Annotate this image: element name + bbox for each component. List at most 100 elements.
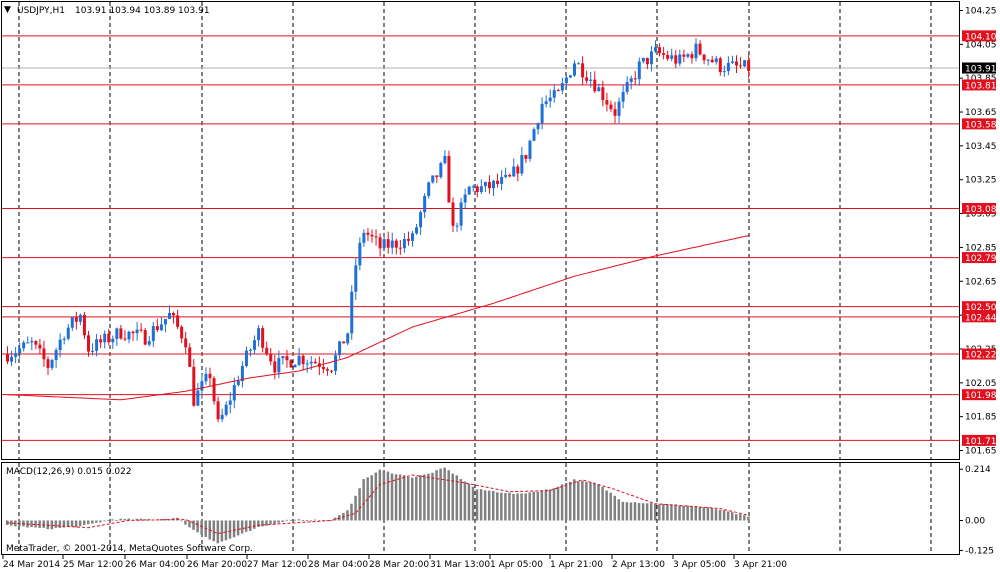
candle	[581, 56, 585, 85]
macd-bar	[87, 520, 90, 525]
macd-bar	[451, 473, 454, 521]
price-tick-label: 103.25	[965, 176, 997, 186]
macd-bar	[370, 475, 373, 521]
candle	[54, 347, 58, 368]
candle	[297, 347, 301, 367]
candle	[645, 57, 649, 70]
candle	[670, 48, 674, 62]
candle	[151, 321, 155, 347]
candle	[649, 46, 653, 72]
level-tag	[962, 434, 996, 446]
macd-bar	[710, 507, 714, 521]
candle	[605, 92, 609, 112]
macd-bar	[589, 482, 592, 521]
macd-bar	[520, 493, 523, 521]
candle	[249, 348, 252, 357]
macd-bar	[423, 474, 426, 521]
candle	[694, 38, 698, 62]
candle	[516, 164, 520, 182]
candle	[346, 332, 350, 346]
macd-bar	[305, 520, 309, 521]
level-tag	[962, 389, 996, 401]
level-tag-label: 101.98	[965, 391, 997, 401]
price-tick-label: 101.85	[965, 413, 997, 423]
candle	[730, 55, 734, 64]
macd-bar	[362, 479, 365, 521]
candle	[301, 354, 305, 370]
macd-bar	[447, 470, 450, 521]
candle	[200, 373, 204, 399]
level-tag-label: 103.08	[965, 205, 997, 215]
candle	[10, 350, 14, 367]
macd-bar	[633, 502, 637, 521]
price-tick-label: 101.65	[965, 447, 997, 457]
candle	[325, 367, 329, 376]
level-tag	[962, 118, 996, 130]
macd-bar	[10, 520, 13, 526]
candle	[334, 350, 338, 375]
macd-bar	[50, 520, 54, 530]
macd-bar	[265, 520, 268, 526]
candle	[654, 40, 657, 54]
candle	[573, 60, 576, 78]
macd-bar	[739, 514, 742, 521]
candle	[46, 356, 50, 375]
candle	[74, 311, 78, 330]
candle	[451, 197, 455, 233]
macd-bar	[30, 520, 33, 527]
macd-bar	[540, 490, 544, 521]
candle	[269, 347, 273, 366]
candle	[99, 334, 103, 349]
macd-bar	[180, 520, 183, 522]
macd-bar	[402, 475, 406, 521]
symbol-dropdown-icon[interactable]: ▼	[4, 5, 11, 15]
macd-bar	[568, 481, 572, 521]
candle	[22, 340, 26, 352]
macd-bar	[269, 520, 272, 525]
candle	[50, 358, 54, 371]
candle	[58, 333, 62, 358]
price-tick-label: 102.05	[965, 379, 997, 389]
macd-bar	[516, 493, 519, 521]
candle	[585, 70, 589, 84]
candle	[123, 330, 127, 342]
macd-bar	[62, 520, 66, 528]
macd-bar	[645, 503, 649, 521]
candle	[431, 175, 435, 184]
price-tick-label: 102.65	[965, 277, 997, 287]
candle	[556, 88, 560, 92]
candle	[293, 364, 297, 368]
macd-bar	[317, 520, 321, 522]
macd-bar	[398, 474, 402, 521]
candle	[261, 325, 265, 353]
candle	[370, 229, 374, 243]
macd-bar	[443, 467, 446, 521]
candle	[18, 342, 22, 359]
candle	[232, 377, 236, 409]
candle	[228, 392, 232, 414]
level-tag-label: 103.81	[965, 81, 997, 91]
candle	[625, 76, 629, 95]
macd-bar	[330, 520, 333, 522]
macd-bar	[747, 516, 750, 521]
macd-bar	[492, 491, 495, 521]
price-tick-label: 102.85	[965, 243, 997, 253]
candle	[188, 343, 192, 368]
candle	[135, 322, 139, 341]
macd-bar	[560, 484, 564, 521]
candle	[62, 336, 66, 345]
candle	[698, 40, 702, 56]
candle	[520, 146, 524, 176]
macd-bar	[78, 520, 82, 527]
macd-bar	[431, 472, 434, 521]
macd-bar	[99, 520, 102, 523]
macd-bar	[74, 520, 78, 528]
candle	[641, 57, 645, 64]
candle	[540, 97, 544, 130]
macd-histogram	[6, 467, 750, 544]
time-label: 28 Mar 04:00	[308, 560, 368, 570]
macd-bar	[95, 520, 98, 523]
candle	[139, 323, 143, 333]
candle	[374, 229, 378, 246]
